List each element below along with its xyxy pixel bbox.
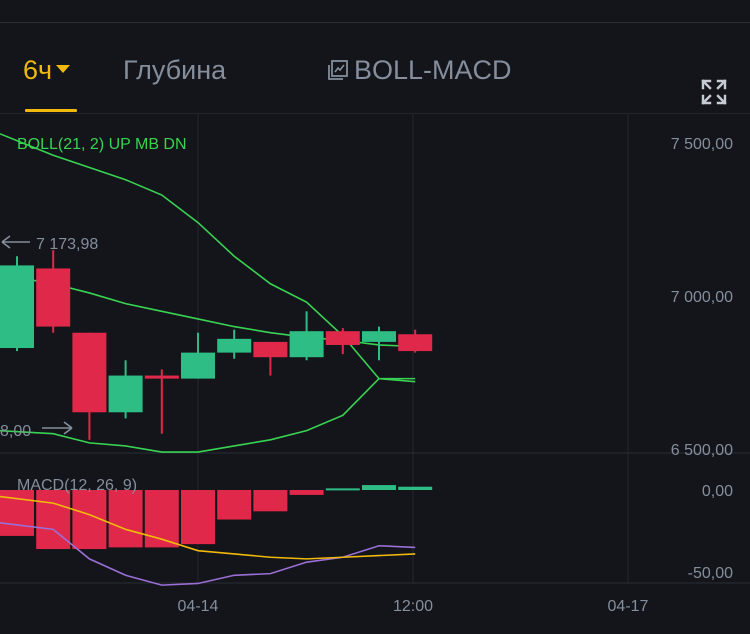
chart-square-icon: [328, 59, 348, 80]
candle: [144, 369, 179, 434]
candle-body: [0, 265, 34, 349]
candle: [36, 250, 71, 333]
tab-interval-label: 6ч: [23, 55, 53, 85]
macd-histogram-bar: [144, 490, 179, 548]
arrow-right-icon: [42, 421, 73, 435]
candle-body: [144, 375, 179, 379]
tab-depth[interactable]: Глубина: [123, 55, 227, 85]
macd-histogram-bar: [217, 490, 252, 520]
candle-body: [398, 334, 433, 352]
tab-indicator-label: BOLL-MACD: [354, 55, 512, 85]
high-price-marker: 7 173,98: [36, 236, 98, 253]
boll-dn-line: [0, 377, 416, 453]
caret-down-icon: [56, 64, 71, 73]
tab-indicator[interactable]: BOLL-MACD: [328, 55, 512, 86]
candle: [72, 332, 107, 440]
macd-tick-label: 0,00: [702, 483, 733, 500]
candle: [253, 341, 288, 376]
candle-body: [181, 352, 215, 379]
chart-tabbar: 6ч Глубина BOLL-MACD: [0, 23, 750, 114]
macd-histogram-bar: [253, 490, 288, 512]
macd-histogram-bar: [36, 490, 71, 550]
candle-body: [217, 338, 252, 353]
candle: [0, 256, 34, 352]
active-tab-underline: [25, 109, 77, 112]
macd-dif-line: [0, 522, 416, 586]
macd-dea-line: [0, 495, 416, 560]
low-price-marker: 8,00: [0, 423, 31, 440]
candle: [217, 329, 252, 359]
price-tick-label: 6 500,00: [671, 442, 733, 459]
top-divider: [0, 22, 750, 23]
macd-legend-label: MACD(12, 26, 9): [17, 477, 137, 494]
time-tick-label: 12:00: [393, 598, 433, 615]
candle: [362, 326, 396, 361]
macd-histogram-bar: [289, 490, 324, 495]
tab-interval[interactable]: 6ч: [23, 55, 71, 86]
candle-body: [72, 332, 107, 413]
candle-body: [325, 331, 360, 345]
candle: [398, 329, 433, 353]
macd-tick-label: -50,00: [688, 565, 733, 582]
candle: [289, 311, 324, 361]
time-tick-label: 04-14: [178, 598, 219, 615]
macd-histogram-bar: [398, 486, 433, 490]
candle: [325, 328, 360, 355]
candle-body: [36, 268, 71, 327]
price-tick-label: 7 000,00: [671, 289, 733, 306]
candle-body: [253, 341, 288, 358]
candlestick-chart[interactable]: 7 500,00 7 000,00 6 500,00 BOLL(21, 2) UP M…: [0, 113, 750, 625]
boll-legend-label: BOLL(21, 2) UP MB DN: [17, 136, 187, 153]
macd-histogram-bar: [181, 490, 215, 545]
candle-body: [108, 375, 143, 413]
arrow-left-icon: [1, 235, 30, 249]
candle-body: [362, 331, 396, 342]
macd-histogram-bar: [325, 488, 360, 491]
macd-histogram-bar: [108, 490, 143, 548]
candle: [181, 332, 215, 379]
expand-arrows-icon[interactable]: [700, 78, 728, 106]
time-tick-label: 04-17: [608, 598, 649, 615]
bottom-strip: [0, 624, 750, 634]
macd-histogram-bar: [362, 485, 396, 490]
candle-body: [289, 331, 324, 358]
candle: [108, 360, 143, 419]
price-tick-label: 7 500,00: [671, 136, 733, 153]
